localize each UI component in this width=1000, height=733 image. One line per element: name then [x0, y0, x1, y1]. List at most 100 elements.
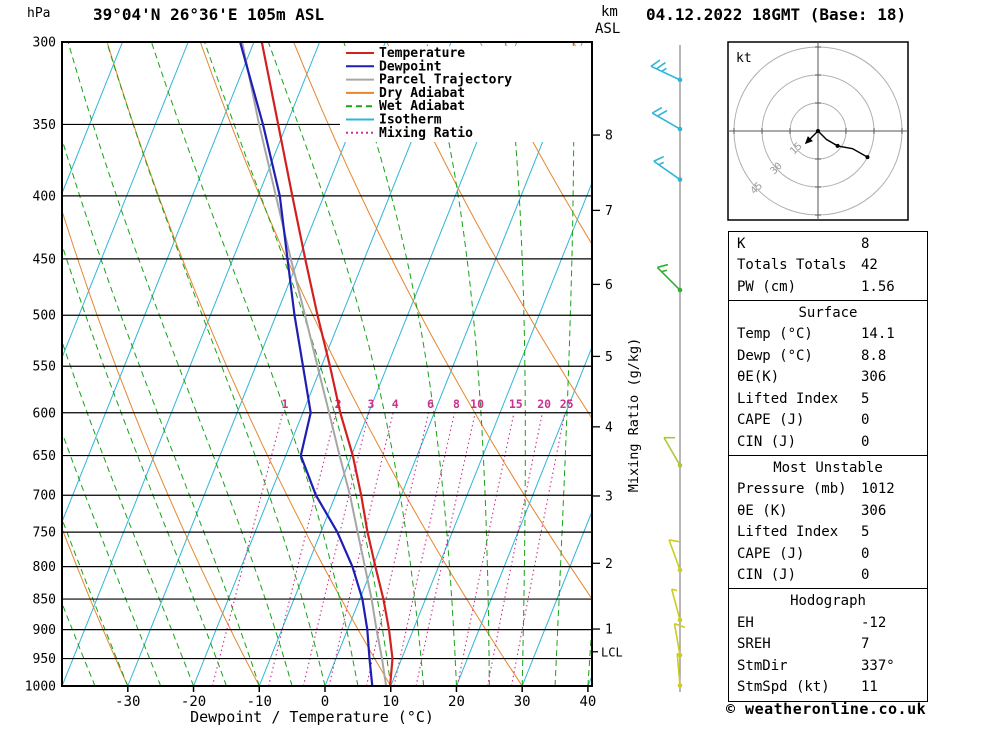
wind-barb-shaft [651, 112, 681, 130]
table-row: SREH 7 [729, 634, 927, 656]
temp-tick-label: -30 [115, 694, 140, 710]
temp-tick-label: 0 [321, 694, 329, 710]
wind-barb-shaft [676, 653, 681, 686]
mixing-ratio-line [365, 412, 430, 686]
table-row-value: 5 [861, 524, 870, 540]
pressure-tick-label: 850 [33, 593, 56, 608]
temp-tick-label: -20 [181, 694, 206, 710]
table-row-value: 0 [861, 545, 870, 562]
wind-barb [673, 622, 686, 656]
x-axis-title: Dewpoint / Temperature (°C) [190, 708, 434, 726]
wind-barb-full-tick [653, 155, 665, 162]
wind-barb-full-tick [655, 61, 666, 70]
wind-barb-column [650, 45, 686, 692]
sounding-profiles [239, 42, 394, 686]
mixing-ratio-value-label: 4 [392, 397, 399, 411]
wind-barb-shaft [670, 588, 681, 621]
legend-label: Dry Adiabat [379, 86, 465, 101]
wind-barb-half-tick [671, 588, 678, 592]
hodograph-ring-label: 15 [788, 141, 804, 157]
table-row-value: 14.1 [861, 326, 895, 342]
table-section: Hodograph EH -12 SREH 7 StmDir 337° StmSpd (kt)… [728, 588, 928, 702]
wind-barb-station-dot [677, 617, 683, 623]
mixing-ratio-line [486, 412, 543, 686]
wind-barb-full-tick [674, 622, 686, 629]
table-row-value: 0 [861, 567, 870, 583]
wind-barb-full-tick [668, 539, 681, 543]
temp-axis: -30 -20 -10 0 10 20 30 40 [115, 686, 596, 710]
mixing-ratio-value-label: 20 [537, 397, 551, 411]
mixing-ratio-axis-title: Mixing Ratio (g/kg) [626, 338, 642, 492]
wind-barb-full-tick [650, 59, 661, 67]
wind-barb-full-tick [657, 263, 669, 269]
table-section: Surface Temp (°C) 14.1 Dewp (°C) 8.8 θE(K) 306… [728, 299, 928, 456]
legend-label: Isotherm [379, 113, 442, 128]
wind-barb [650, 59, 681, 81]
table-section-title: Surface [798, 304, 858, 321]
mixing-ratio-value-label: 1 [282, 397, 289, 411]
wind-barb-station-dot [677, 77, 683, 83]
table-row-label: CIN (J) [737, 433, 797, 450]
km-tick-label: 7 [605, 204, 613, 219]
wind-barb [653, 155, 681, 181]
table-row-value: 8 [861, 235, 870, 252]
km-tick-label: 8 [605, 129, 613, 144]
table-row-value: 11 [861, 679, 878, 695]
wind-barb [670, 588, 681, 621]
wind-barb [651, 106, 681, 130]
lcl-label: LCL [601, 645, 623, 659]
pressure-tick-label: 400 [33, 189, 56, 204]
legend-label: Mixing Ratio [379, 126, 473, 141]
isotherm-line [521, 510, 592, 686]
wind-barb-half-tick [658, 161, 665, 166]
hodograph-trace-dot [835, 143, 840, 148]
table-row-label: StmDir [737, 657, 788, 674]
wind-barb-shaft [673, 623, 681, 656]
wind-barb [656, 263, 681, 291]
wind-barb-full-tick [657, 109, 668, 117]
table-row: EH -12 [729, 613, 927, 635]
table-row-label: Totals Totals [737, 257, 847, 273]
wind-barb [668, 539, 681, 571]
table-row-label: Lifted Index [737, 390, 839, 407]
table-row: Totals Totals 42 [729, 255, 927, 277]
isotherm-line [390, 181, 592, 686]
table-row-value: 8.8 [861, 347, 887, 364]
isotherm-line [455, 345, 592, 686]
wind-barb-half-tick [676, 652, 683, 657]
isotherm-line [258, 42, 518, 686]
wind-barb-half-tick [661, 269, 668, 273]
isotherm-line [62, 42, 321, 686]
mixing-ratio-value-label: 3 [368, 397, 375, 411]
table-row-label: EH [737, 614, 754, 631]
table-row-label: CAPE (J) [737, 412, 805, 428]
wind-barb-station-dot [677, 177, 683, 182]
pressure-tick-label: 350 [33, 118, 56, 133]
table-row-value: 306 [861, 369, 887, 385]
pressure-tick-label: 500 [33, 309, 56, 324]
table-row-label: CAPE (J) [737, 545, 805, 562]
mixing-ratio-lines [211, 412, 566, 686]
temp-tick-label: 20 [448, 694, 465, 710]
table-section-title: Hodograph [790, 593, 866, 609]
hodograph-trace-dot [865, 155, 870, 160]
copyright-text: © weatheronline.co.uk [726, 700, 927, 718]
km-tick-label: 2 [605, 557, 613, 572]
wind-barb-half-tick [661, 67, 667, 73]
pressure-tick-label: 900 [33, 623, 56, 638]
table-row: PW (cm) 1.56 [729, 277, 927, 299]
dewpoint-profile [239, 42, 374, 686]
table-row: CAPE (J) 0 [729, 544, 927, 566]
mixing-ratio-line [302, 412, 370, 686]
table-row-label: Temp (°C) [737, 326, 813, 342]
table-row: Dewp (°C) 8.8 [729, 346, 927, 368]
table-row-label: Pressure (mb) [737, 481, 847, 497]
mixing-ratio-line [456, 412, 515, 686]
wet-adiabat-line [62, 517, 129, 686]
storm-motion-arrow-head [804, 136, 813, 145]
run-date-title: 04.12.2022 18GMT (Base: 18) [646, 5, 907, 24]
table-row: θE(K) 306 [729, 367, 927, 389]
table-section: Most Unstable Pressure (mb) 1012 θE (K) 306 L… [728, 454, 928, 590]
dry-adiabat-line [62, 527, 129, 686]
wet-adiabat-line [62, 601, 96, 686]
